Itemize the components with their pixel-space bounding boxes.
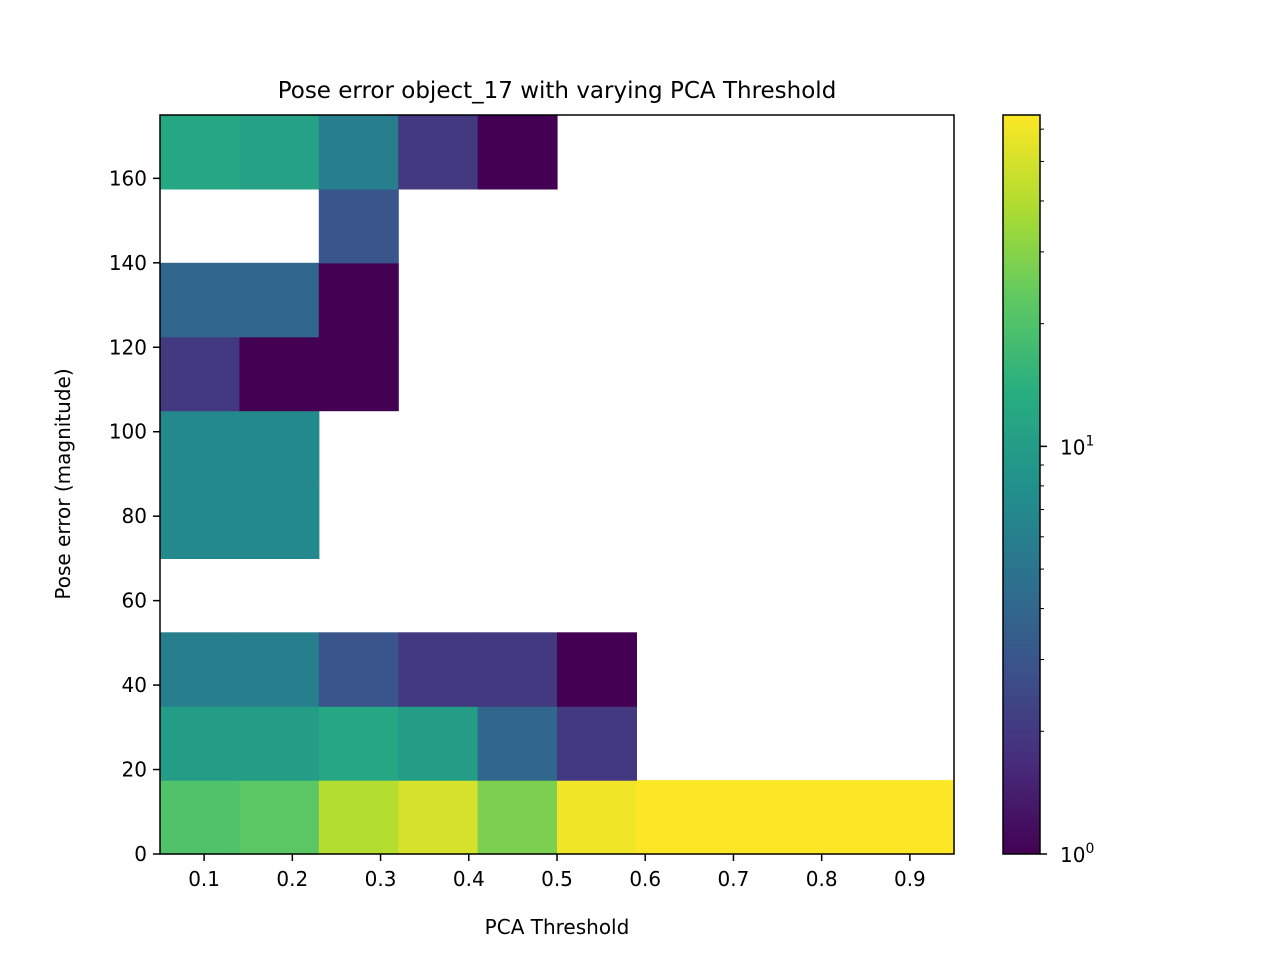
colorbar-tick-label: 101 — [1060, 433, 1094, 459]
heatmap-cell — [398, 115, 479, 190]
heatmap-cell — [318, 632, 399, 707]
x-tick-label: 0.8 — [806, 867, 838, 891]
y-tick-label: 120 — [109, 335, 147, 359]
x-tick-label: 0.1 — [188, 867, 220, 891]
heatmap-cell — [160, 706, 240, 781]
heatmap-cell — [477, 780, 558, 855]
x-tick-label: 0.6 — [629, 867, 661, 891]
heatmap-cell — [318, 780, 399, 855]
y-tick-label: 60 — [122, 589, 147, 613]
heatmap-cell — [477, 115, 558, 190]
colorbar-axis: 100 101 — [1040, 128, 1094, 867]
heatmap-cell — [557, 706, 637, 781]
heatmap-cell — [160, 484, 240, 559]
y-tick-label: 100 — [109, 420, 147, 444]
heatmap-cell — [636, 780, 717, 855]
heatmap-cell — [160, 262, 240, 338]
heatmap-cell — [160, 336, 240, 412]
x-tick-label: 0.4 — [453, 867, 485, 891]
heatmap-cell — [160, 632, 240, 707]
x-tick-label: 0.2 — [276, 867, 308, 891]
heatmap-cell — [239, 780, 320, 855]
x-axis: 0.1 0.2 0.3 0.4 0.5 0.6 0.7 0.8 0.9 — [188, 854, 926, 891]
y-axis: 0 20 40 60 80 100 120 140 160 — [109, 166, 160, 866]
heatmap-cell — [318, 115, 399, 190]
x-tick-label: 0.5 — [541, 867, 573, 891]
heatmap-cell — [715, 780, 796, 855]
heatmap-cell — [398, 780, 479, 855]
y-tick-label: 20 — [122, 758, 147, 782]
heatmap-cell — [160, 780, 240, 855]
heatmap-cell — [239, 336, 320, 412]
heatmap-cell — [398, 706, 479, 781]
heatmap-cell — [239, 484, 320, 559]
heatmap-cell — [318, 262, 399, 338]
heatmap-cell — [318, 188, 399, 264]
x-axis-label: PCA Threshold — [485, 915, 630, 939]
y-tick-label: 40 — [122, 673, 147, 697]
colorbar — [1002, 114, 1041, 855]
y-axis-label: Pose error (magnitude) — [51, 368, 75, 599]
y-tick-label: 140 — [109, 251, 147, 275]
x-tick-label: 0.7 — [718, 867, 750, 891]
heatmap-cell — [239, 262, 320, 338]
heatmap-cell — [239, 706, 320, 781]
heatmap-cell — [874, 780, 955, 855]
heatmap-cells — [160, 115, 955, 855]
y-tick-label: 0 — [134, 842, 147, 866]
y-tick-label: 160 — [109, 166, 147, 190]
heatmap-cell — [160, 115, 240, 190]
x-tick-label: 0.3 — [365, 867, 397, 891]
y-tick-label: 80 — [122, 504, 147, 528]
heatmap-cell — [239, 632, 320, 707]
heatmap-cell — [398, 632, 479, 707]
colorbar-tick-label: 100 — [1060, 841, 1094, 867]
heatmap-cell — [477, 632, 558, 707]
chart-title: Pose error object_17 with varying PCA Th… — [278, 78, 837, 104]
heatmap-cell — [239, 410, 320, 486]
heatmap-cell — [160, 410, 240, 486]
heatmap-cell — [239, 115, 320, 190]
heatmap-cell — [557, 780, 637, 855]
heatmap-cell — [318, 336, 399, 412]
heatmap-cell — [557, 632, 637, 707]
heatmap-cell — [318, 706, 399, 781]
x-tick-label: 0.9 — [894, 867, 926, 891]
heatmap-cell — [795, 780, 876, 855]
heatmap-cell — [477, 706, 558, 781]
